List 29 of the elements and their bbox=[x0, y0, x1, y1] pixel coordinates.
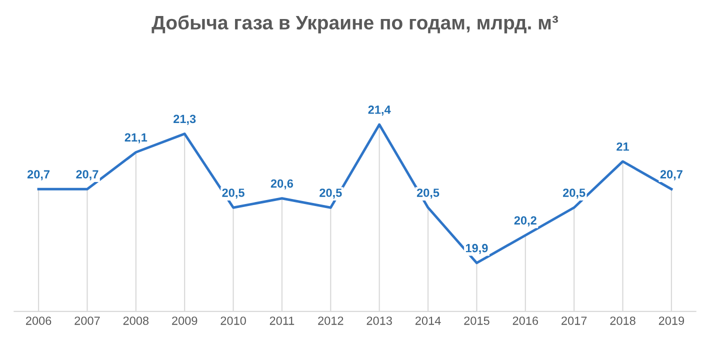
data-label: 20,7 bbox=[660, 170, 682, 180]
data-label: 20,5 bbox=[222, 188, 244, 199]
data-label: 21,3 bbox=[174, 114, 196, 125]
x-tick-label: 2019 bbox=[658, 316, 684, 325]
chart-title: Добыча газа в Украине по годам, млрд. м³ bbox=[152, 15, 558, 34]
x-tick-label: 2009 bbox=[172, 316, 198, 325]
x-tick-label: 2013 bbox=[366, 316, 392, 325]
x-tick-label: 2008 bbox=[123, 316, 149, 325]
x-tick-label: 2010 bbox=[220, 316, 246, 325]
data-label: 20,5 bbox=[320, 188, 342, 199]
x-tick-label: 2012 bbox=[318, 316, 344, 325]
data-label: 21,4 bbox=[368, 106, 391, 116]
x-tick-label: 2011 bbox=[270, 316, 294, 325]
data-label: 21 bbox=[616, 142, 630, 151]
x-tick-label: 2017 bbox=[562, 316, 587, 325]
data-label: 20,5 bbox=[563, 188, 586, 199]
x-tick-label: 2018 bbox=[610, 316, 636, 325]
data-label: 20,7 bbox=[27, 170, 50, 180]
data-label: 21,1 bbox=[124, 133, 148, 144]
data-label: 20,7 bbox=[76, 170, 98, 180]
x-tick-label: 2007 bbox=[74, 316, 100, 325]
data-label: 20,2 bbox=[514, 216, 536, 226]
data-label: 19,9 bbox=[466, 244, 488, 254]
x-tick-label: 2014 bbox=[415, 316, 441, 325]
x-tick-label: 2006 bbox=[26, 316, 52, 325]
data-label: 20,5 bbox=[416, 188, 440, 199]
x-tick-label: 2015 bbox=[464, 316, 490, 325]
x-tick-label: 2016 bbox=[512, 316, 538, 325]
data-label: 20,6 bbox=[270, 179, 294, 190]
